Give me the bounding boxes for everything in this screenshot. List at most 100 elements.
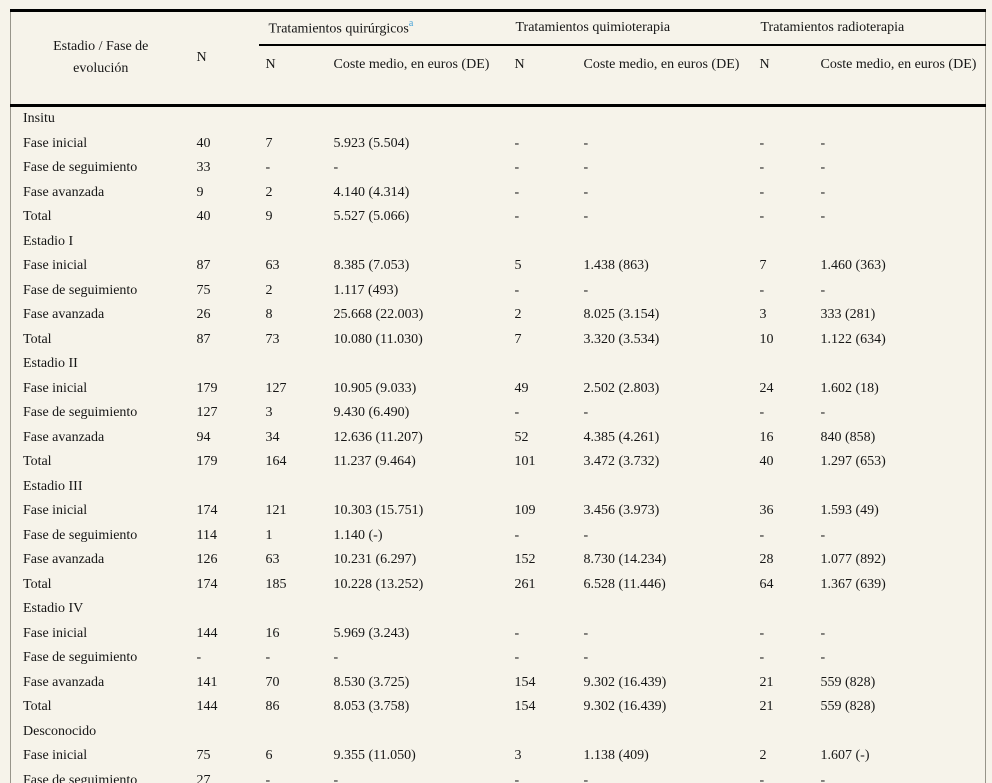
table-row: Fase avanzada 126 63 10.231 (6.297) 152 8.730… — [11, 548, 986, 573]
chemo-cost-value: 3.456 (3.973) — [583, 503, 660, 519]
surgical-cost-value: 10.905 (9.033) — [333, 380, 417, 396]
radio-cost-value: - — [820, 772, 826, 783]
surgical-n-value: 1 — [265, 527, 273, 543]
n-value: - — [196, 650, 202, 666]
surgical-cost-value: 11.237 (9.464) — [333, 454, 416, 470]
row-label: Fase de seguimiento — [23, 650, 138, 666]
n-value: 179 — [196, 380, 218, 396]
table-row: Total 174 185 10.228 (13.252) 261 6.528 (11.4… — [11, 573, 986, 598]
radio-cost-value: 1.297 (653) — [820, 454, 886, 470]
chemo-cost-value: - — [583, 625, 589, 641]
surgical-n-value: 185 — [265, 576, 287, 592]
radio-cost-value: 559 (828) — [820, 674, 876, 690]
section-title: Insitu — [23, 111, 55, 127]
radio-n-value: 3 — [759, 307, 767, 323]
chemo-cost-value: - — [583, 184, 589, 200]
group-label-chemotherapy: Tratamientos quimioterapia — [515, 20, 671, 35]
table-row: Fase de seguimiento 114 1 1.140 (-) - - - - — [11, 524, 986, 549]
n-value: 75 — [196, 748, 211, 764]
surgical-cost-value: 8.530 (3.725) — [333, 674, 410, 690]
row-label: Fase de seguimiento — [23, 160, 138, 176]
radio-n-value: - — [759, 527, 765, 543]
chemo-cost-value: - — [583, 405, 589, 421]
chemo-cost-value: 3.320 (3.534) — [583, 331, 660, 347]
radio-n-value: 64 — [759, 576, 774, 592]
surgical-n-value: 73 — [265, 331, 280, 347]
row-label: Fase inicial — [23, 380, 88, 396]
group-header-row: Estadio / Fase de evolución N Tratamient… — [10, 10, 986, 107]
section-title: Estadio III — [23, 478, 83, 494]
subheader-row: N Coste medio, en euros (DE) N Coste med… — [11, 45, 986, 107]
table-row: Fase inicial 144 16 5.969 (3.243) - - - - — [11, 622, 986, 647]
chemo-n-value: 7 — [514, 331, 522, 347]
radio-n-value: 10 — [759, 331, 774, 347]
radio-n-value: - — [759, 772, 765, 783]
chemo-n-value: 2 — [514, 307, 522, 323]
section-title-row: Insitu — [11, 106, 986, 132]
surgical-n-subheader: N — [258, 45, 328, 107]
section-title-row: Estadio I — [11, 230, 986, 255]
table-row: Total 144 86 8.053 (3.758) 154 9.302 (16.439)… — [11, 695, 986, 720]
radio-n-value: - — [759, 625, 765, 641]
chemo-cost-value: 3.472 (3.732) — [583, 454, 660, 470]
chemo-cost-value: - — [583, 135, 589, 151]
surgical-cost-value: 5.923 (5.504) — [333, 135, 410, 151]
surgical-cost-value: 10.228 (13.252) — [333, 576, 424, 592]
radio-n-value: 28 — [759, 552, 774, 568]
table-row: Fase de seguimiento 127 3 9.430 (6.490) - - - - — [11, 401, 986, 426]
section-title: Estadio IV — [23, 601, 84, 617]
n-value: 87 — [196, 331, 211, 347]
radio-cost-value: - — [820, 209, 826, 225]
surgical-cost-value: 1.140 (-) — [333, 527, 383, 543]
radio-cost-value: - — [820, 160, 826, 176]
radio-cost-label: Coste medio, en euros (DE) — [820, 57, 977, 72]
chemo-n-value: - — [514, 282, 520, 298]
radio-n-value: 7 — [759, 258, 767, 274]
radio-cost-value: 1.077 (892) — [820, 552, 886, 568]
row-label: Total — [23, 576, 52, 592]
surgical-n-value: 9 — [265, 209, 273, 225]
surgical-cost-value: 5.969 (3.243) — [333, 625, 410, 641]
section-title-row: Estadio III — [11, 475, 986, 500]
chemo-cost-value: - — [583, 209, 589, 225]
n-value: 126 — [196, 552, 218, 568]
radio-n-value: - — [759, 135, 765, 151]
surgical-n-value: 8 — [265, 307, 273, 323]
n-value: 174 — [196, 576, 218, 592]
chemo-cost-value: - — [583, 527, 589, 543]
radio-n-value: 21 — [759, 699, 774, 715]
chemo-cost-value: - — [583, 282, 589, 298]
surgical-n-value: 7 — [265, 135, 273, 151]
table-row: Fase inicial 87 63 8.385 (7.053) 5 1.438 (863… — [11, 254, 986, 279]
radio-cost-value: - — [820, 527, 826, 543]
radio-n-value: 40 — [759, 454, 774, 470]
radio-n-value: 36 — [759, 503, 774, 519]
table-header: Estadio / Fase de evolución N Tratamient… — [10, 10, 986, 107]
chemo-n-value: - — [514, 625, 520, 641]
surgical-cost-value: 8.385 (7.053) — [333, 258, 410, 274]
chemo-n-value: 52 — [514, 429, 529, 445]
group-header-surgical: Tratamientos quirúrgicosa — [258, 10, 509, 46]
radio-n-value: 16 — [759, 429, 774, 445]
chemo-n-value: - — [514, 772, 520, 783]
treatment-cost-table: Estadio / Fase de evolución N Tratamient… — [10, 9, 986, 783]
surgical-n-value: 127 — [265, 380, 287, 396]
radio-n-subheader: N — [753, 45, 815, 107]
chemo-n-value: 109 — [514, 503, 536, 519]
n-value: 27 — [196, 772, 211, 783]
surgical-n-value: 70 — [265, 674, 280, 690]
surgical-cost-value: - — [333, 772, 339, 783]
n-value: 40 — [196, 135, 211, 151]
radio-cost-value: - — [820, 650, 826, 666]
table-row: Total 179 164 11.237 (9.464) 101 3.472 (3.732… — [11, 450, 986, 475]
surgical-n-value: 86 — [265, 699, 280, 715]
radio-n-value: - — [759, 282, 765, 298]
n-value: 114 — [196, 527, 217, 543]
chemo-n-value: - — [514, 527, 520, 543]
table-row: Fase de seguimiento 33 - - - - - - — [11, 156, 986, 181]
table-row: Fase de seguimiento - - - - - - - — [11, 646, 986, 671]
chemo-cost-value: 9.302 (16.439) — [583, 674, 667, 690]
chemo-n-value: 154 — [514, 699, 536, 715]
radio-n-value: - — [759, 405, 765, 421]
n-value: 144 — [196, 699, 218, 715]
